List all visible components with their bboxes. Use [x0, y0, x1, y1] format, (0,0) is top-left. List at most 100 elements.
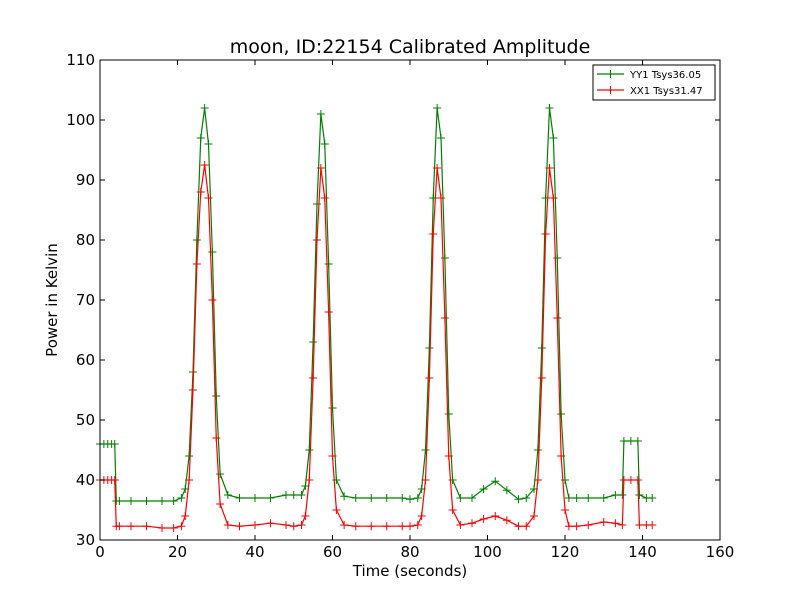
data-point: [351, 494, 360, 502]
data-point: [328, 452, 337, 460]
data-point: [301, 512, 310, 520]
data-point: [200, 161, 209, 169]
data-point: [223, 491, 232, 499]
data-point: [367, 494, 376, 502]
x-tick-label: 100: [473, 543, 502, 561]
data-point: [564, 522, 573, 531]
data-point: [584, 521, 593, 529]
series-line: [100, 164, 653, 529]
legend-entries: YY1 Tsys36.05 XX1 Tsys31.47: [597, 70, 703, 97]
data-point: [305, 476, 314, 484]
data-point: [196, 134, 205, 142]
data-point: [444, 452, 453, 460]
data-point: [305, 446, 314, 454]
data-point: [635, 491, 644, 499]
data-point: [468, 519, 476, 528]
y-tick-label: 110: [66, 51, 95, 69]
data-point: [468, 494, 476, 502]
data-point: [398, 494, 407, 502]
data-point: [599, 494, 608, 502]
data-point: [251, 521, 259, 529]
data-point: [444, 410, 453, 418]
data-point: [235, 522, 244, 531]
data-point: [115, 497, 124, 505]
x-tick-label: 20: [168, 543, 187, 561]
data-point: [533, 476, 542, 484]
x-tick-label: 0: [95, 543, 105, 561]
data-point: [522, 522, 531, 531]
data-point: [398, 522, 407, 531]
legend-box: [592, 64, 716, 101]
data-point: [648, 521, 657, 529]
data-point: [223, 521, 232, 529]
legend-label: YY1 Tsys36.05: [629, 70, 701, 81]
data-point: [545, 164, 554, 172]
x-tick-label: 80: [400, 543, 419, 561]
chart-title: moon, ID:22154 Calibrated Amplitude: [230, 36, 591, 58]
data-point: [648, 494, 657, 502]
data-point: [633, 437, 642, 445]
data-point: [177, 494, 186, 502]
data-point: [216, 500, 225, 508]
data-point: [417, 512, 426, 520]
y-axis-label: Power in Kelvin: [43, 243, 61, 357]
data-point: [618, 491, 627, 499]
data-point: [189, 386, 197, 394]
data-point: [413, 521, 422, 529]
x-tick-label: 160: [706, 543, 735, 561]
data-point: [421, 476, 430, 484]
data-point: [429, 230, 438, 238]
data-point: [212, 392, 221, 400]
data-point: [406, 522, 414, 531]
legend-label: XX1 Tsys31.47: [630, 86, 703, 97]
legend-entry: YY1 Tsys36.05: [597, 70, 701, 81]
data-point: [313, 236, 321, 244]
data-point: [289, 491, 298, 499]
data-point: [626, 476, 635, 484]
data-point: [611, 519, 620, 528]
axis-tick-labels: 0 20 40 60 80 100 120 140 160 30 40 50 60 70 80 90 100 11…: [66, 51, 734, 561]
data-point: [533, 446, 542, 454]
plot-series-layer: [96, 104, 657, 532]
data-point: [204, 140, 213, 148]
data-point: [421, 446, 430, 454]
data-point: [212, 434, 221, 442]
data-point: [266, 519, 275, 528]
data-point: [340, 492, 349, 501]
x-tick-label: 120: [551, 543, 580, 561]
data-point: [169, 524, 178, 532]
data-point: [491, 477, 500, 486]
data-point: [619, 476, 628, 484]
data-point: [127, 522, 135, 531]
data-point: [425, 374, 434, 382]
data-point: [328, 404, 337, 412]
data-point: [177, 522, 186, 531]
legend: YY1 Tsys36.05 XX1 Tsys31.47: [592, 64, 716, 101]
data-point: [110, 440, 119, 448]
series-0: [96, 104, 657, 505]
data-point: [235, 494, 244, 502]
data-point: [351, 522, 360, 531]
y-tick-label: 60: [76, 351, 95, 369]
y-tick-label: 40: [76, 471, 95, 489]
data-point: [440, 254, 449, 262]
data-point: [502, 516, 511, 525]
y-tick-label: 90: [76, 171, 95, 189]
data-point: [216, 470, 225, 478]
data-point: [200, 104, 209, 112]
legend-swatch-marker: [606, 70, 615, 78]
data-point: [382, 522, 391, 531]
data-point: [479, 485, 488, 493]
axis-ticks: [99, 59, 721, 541]
data-point: [437, 194, 445, 202]
data-point: [185, 476, 194, 484]
data-point: [192, 260, 201, 268]
data-point: [448, 506, 457, 514]
data-point: [456, 521, 465, 529]
data-point: [413, 494, 422, 502]
data-point: [557, 452, 566, 460]
data-point: [289, 522, 298, 531]
legend-swatch-marker: [606, 86, 615, 94]
data-point: [522, 494, 531, 502]
y-tick-label: 50: [76, 411, 95, 429]
